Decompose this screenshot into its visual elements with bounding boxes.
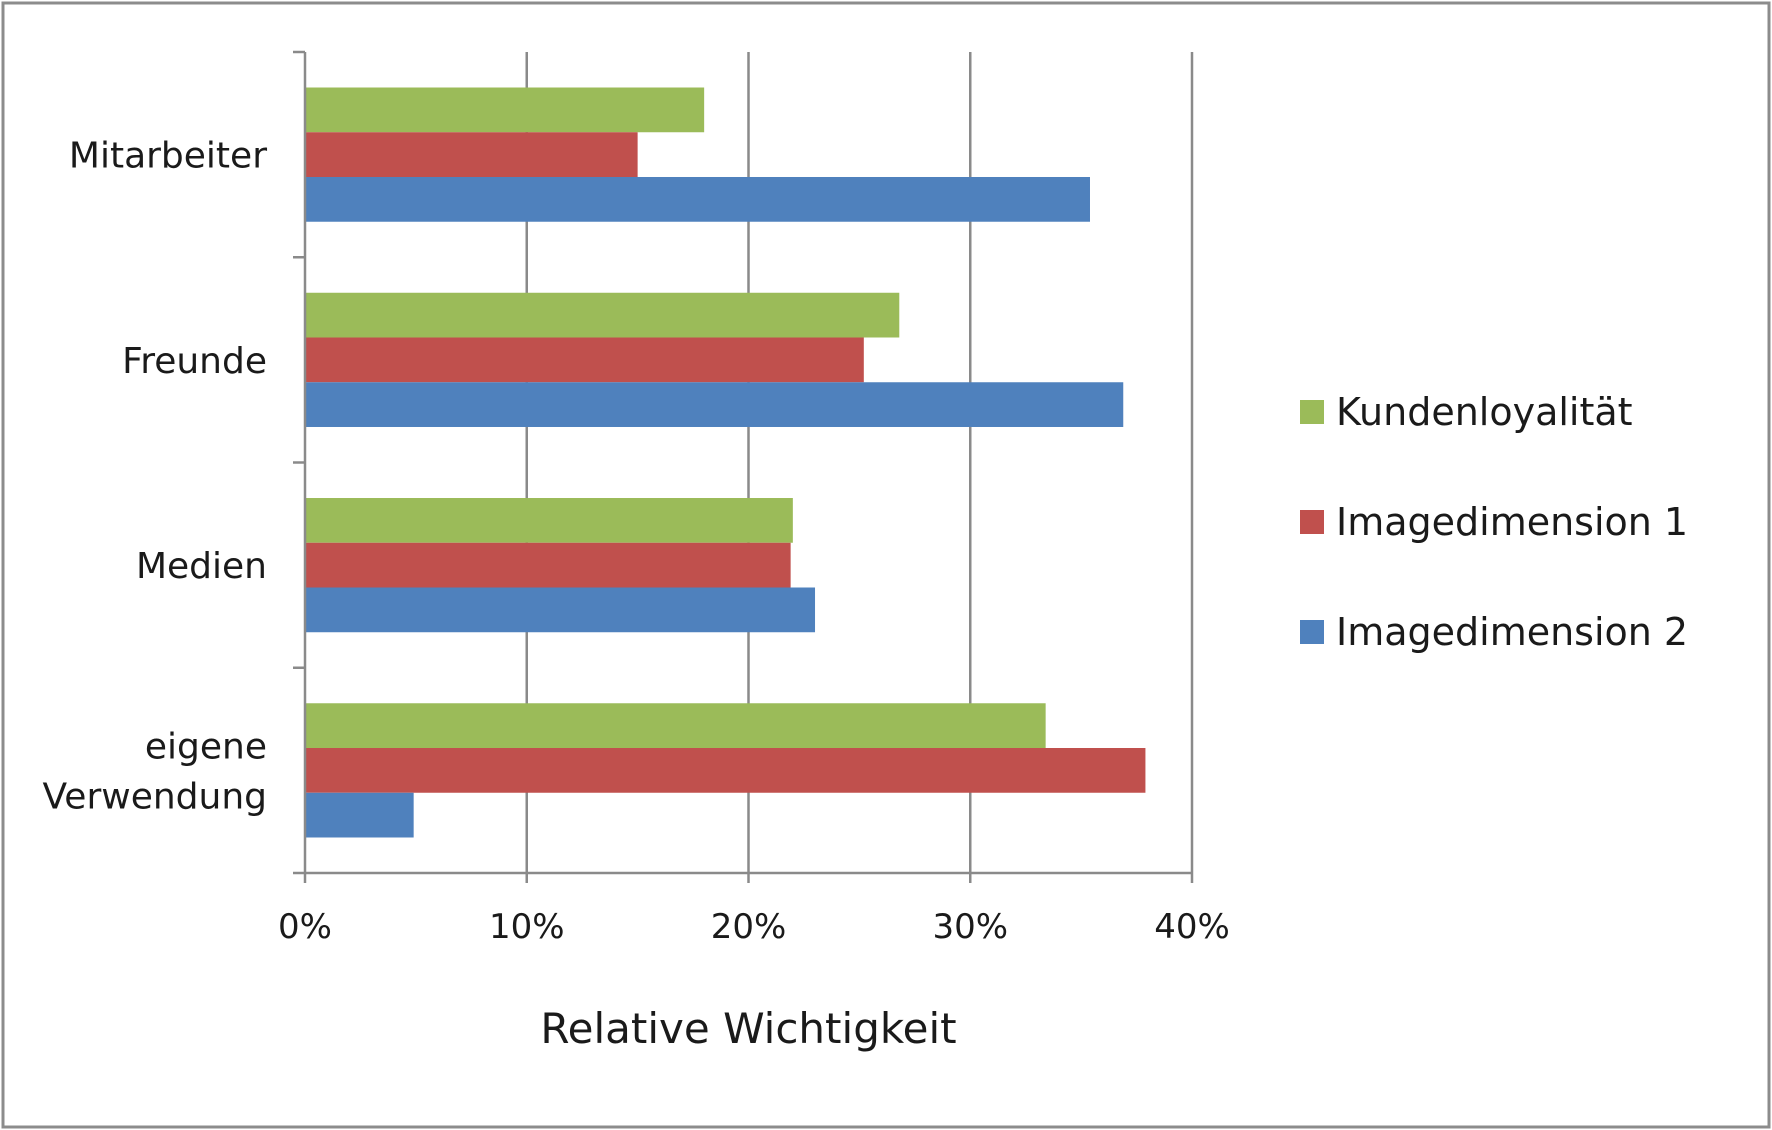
bar (305, 748, 1146, 793)
bar (305, 382, 1124, 427)
bar (305, 176, 1090, 222)
legend-label: Imagedimension 2 (1336, 610, 1688, 654)
category-label: Freunde (122, 341, 267, 382)
bar (305, 292, 900, 338)
bar (305, 498, 793, 543)
axes (293, 50, 1194, 883)
legend-swatch (1300, 400, 1324, 424)
legend-label: Imagedimension 1 (1336, 500, 1688, 544)
x-axis-title: Relative Wichtigkeit (540, 1004, 956, 1053)
x-tick-label: 20% (711, 907, 787, 947)
x-tick-label: 30% (932, 907, 1008, 947)
axis-labels: 0% 10% 20% 30% 40% Mitarbeiter Freunde Medien ei… (42, 136, 1229, 947)
legend-swatch (1300, 510, 1324, 534)
bar (305, 132, 638, 177)
bar (305, 587, 816, 633)
bars (305, 87, 1146, 838)
legend-label: Kundenloyalität (1336, 390, 1633, 434)
bar (305, 87, 705, 133)
x-tick-label: 10% (489, 907, 565, 947)
category-label: eigene (145, 726, 267, 767)
bar (305, 792, 414, 838)
category-label: Verwendung (42, 776, 267, 817)
legend-swatch (1300, 620, 1324, 644)
bar (305, 703, 1046, 749)
category-label: Medien (136, 546, 267, 587)
x-tick-label: 40% (1154, 907, 1230, 947)
legend: Kundenloyalität Imagedimension 1 Imagedime… (1300, 390, 1688, 654)
category-label: Mitarbeiter (69, 136, 267, 177)
bar (305, 542, 791, 588)
bar (305, 337, 864, 383)
x-tick-label: 0% (278, 907, 332, 947)
